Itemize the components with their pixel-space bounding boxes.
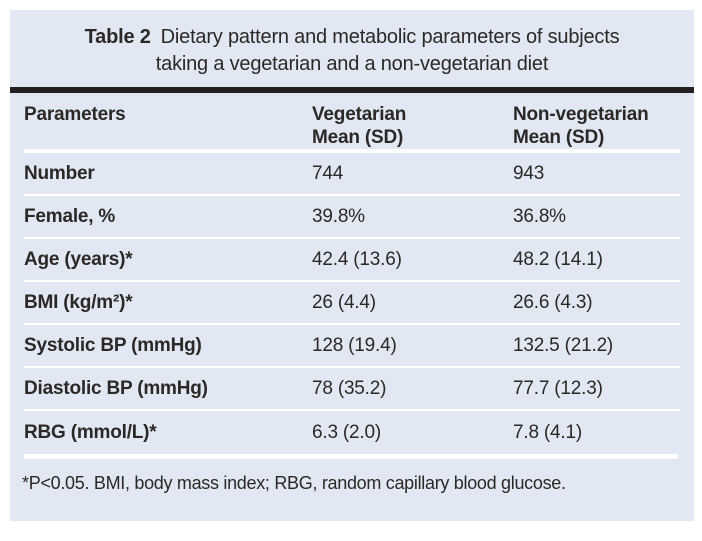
table-row: BMI (kg/m²)* 26 (4.4) 26.6 (4.3) — [24, 282, 680, 325]
row-parameter-label: Number — [24, 162, 95, 184]
row-vegetarian-value: 6.3 (2.0) — [312, 421, 381, 443]
table-number-label: Table 2 — [84, 26, 151, 48]
table-row: Diastolic BP (mmHg) 78 (35.2) 77.7 (12.3… — [24, 368, 680, 411]
row-non-vegetarian-value: 132.5 (21.2) — [513, 334, 614, 356]
row-parameter-label: RBG (mmol/L)* — [24, 421, 157, 443]
row-non-vegetarian-value: 7.8 (4.1) — [513, 421, 582, 443]
caption-rule — [10, 87, 694, 93]
column-header-parameters: Parameters — [24, 103, 312, 126]
table-row: Female, % 39.8% 36.8% — [24, 196, 680, 239]
row-non-vegetarian-value: 36.8% — [513, 205, 566, 227]
table-title-line2: taking a vegetarian and a non-vegetarian… — [155, 53, 549, 75]
row-parameter-label: Systolic BP (mmHg) — [24, 334, 202, 356]
row-non-vegetarian-value: 77.7 (12.3) — [513, 377, 603, 399]
table-title-line1: Dietary pattern and metabolic parameters… — [160, 26, 620, 48]
column-header-title: Parameters — [24, 104, 126, 125]
header-separator — [24, 149, 680, 153]
table-row: Age (years)* 42.4 (13.6) 48.2 (14.1) — [24, 239, 680, 282]
table-footnote: *P<0.05. BMI, body mass index; RBG, rand… — [22, 473, 566, 493]
table-body: Number 744 943 Female, % 39.8% 36.8% Age… — [10, 153, 694, 454]
row-parameter-label: Female, % — [24, 205, 116, 227]
row-vegetarian-value: 26 (4.4) — [312, 291, 376, 313]
column-header-subtitle: Mean (SD) — [312, 127, 404, 148]
row-non-vegetarian-value: 26.6 (4.3) — [513, 291, 593, 313]
table-row: Number 744 943 — [24, 153, 680, 196]
row-parameter-label: BMI (kg/m²)* — [24, 291, 133, 313]
row-non-vegetarian-value: 943 — [513, 162, 545, 184]
row-parameter-label: Diastolic BP (mmHg) — [24, 377, 208, 399]
caption-line-1: Table 2 Dietary pattern and metabolic par… — [40, 24, 664, 51]
row-vegetarian-value: 78 (35.2) — [312, 377, 387, 399]
table-row: RBG (mmol/L)* 6.3 (2.0) 7.8 (4.1) — [24, 411, 680, 454]
table-card: Table 2 Dietary pattern and metabolic par… — [10, 10, 694, 521]
column-header-subtitle: Mean (SD) — [513, 127, 605, 148]
row-non-vegetarian-value: 48.2 (14.1) — [513, 248, 603, 270]
column-header-vegetarian: Vegetarian Mean (SD) — [312, 103, 513, 149]
row-parameter-label: Age (years)* — [24, 248, 133, 270]
table-header-row: Parameters Vegetarian Mean (SD) Non-vege… — [24, 93, 680, 149]
row-vegetarian-value: 42.4 (13.6) — [312, 248, 402, 270]
column-header-title: Vegetarian — [312, 104, 407, 125]
row-vegetarian-value: 744 — [312, 162, 344, 184]
table-row: Systolic BP (mmHg) 128 (19.4) 132.5 (21.… — [24, 325, 680, 368]
column-header-non-vegetarian: Non-vegetarian Mean (SD) — [513, 103, 680, 149]
column-header-title: Non-vegetarian — [513, 104, 649, 125]
row-vegetarian-value: 128 (19.4) — [312, 334, 397, 356]
footnote-separator — [24, 454, 678, 459]
row-vegetarian-value: 39.8% — [312, 205, 365, 227]
table-caption: Table 2 Dietary pattern and metabolic par… — [10, 10, 694, 87]
